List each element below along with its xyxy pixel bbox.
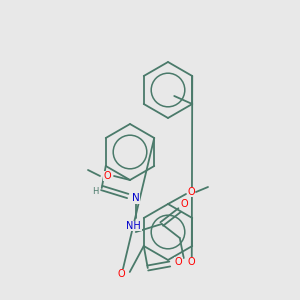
Text: O: O bbox=[175, 257, 183, 267]
Text: O: O bbox=[118, 269, 126, 279]
Text: N: N bbox=[132, 193, 140, 203]
Text: NH: NH bbox=[126, 221, 141, 231]
Text: O: O bbox=[181, 199, 189, 209]
Text: O: O bbox=[188, 257, 196, 267]
Text: H: H bbox=[93, 188, 99, 196]
Text: O: O bbox=[187, 187, 195, 197]
Text: O: O bbox=[103, 171, 111, 181]
